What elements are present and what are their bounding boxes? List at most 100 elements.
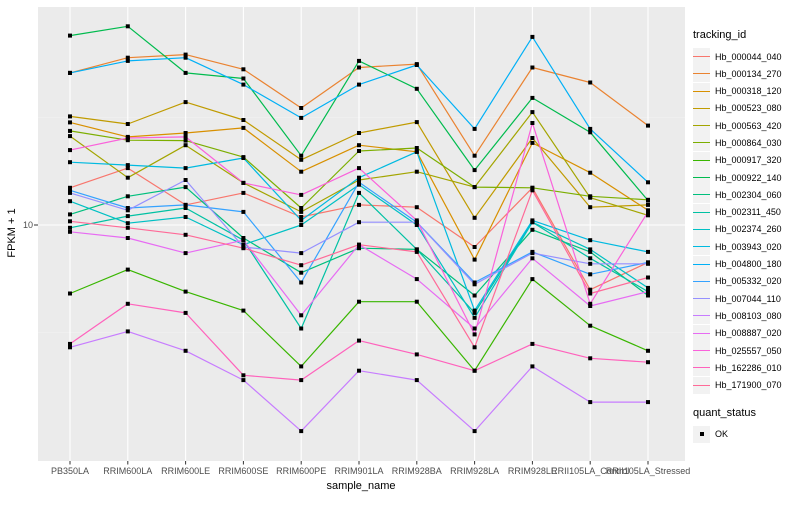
legend-line-key-icon [693, 342, 710, 360]
data-point-square [357, 338, 361, 343]
data-point-square [241, 246, 246, 251]
legend-entry-label: Hb_000917_320 [715, 155, 782, 166]
data-point-square [183, 289, 188, 294]
data-point-square [68, 114, 72, 119]
data-point-square [241, 76, 246, 81]
data-point-square [472, 310, 477, 315]
data-point-square [299, 429, 304, 434]
data-point-square [357, 190, 361, 195]
legend-line-key-icon [693, 307, 710, 325]
legend-title-quant-status: quant_status [693, 406, 756, 419]
data-point-square [241, 236, 246, 240]
legend-line-key-icon [693, 203, 710, 221]
data-point-square [646, 202, 650, 207]
x-tick-label: RRII105LA_Stressed [606, 466, 691, 476]
legend-entry: Hb_025557_050 [693, 342, 799, 360]
data-point-square [357, 166, 361, 171]
data-point-square [241, 82, 246, 87]
legend-title-tracking-id: tracking_id [693, 29, 747, 41]
legend-line-key-icon [693, 238, 710, 256]
x-tick-labels: PB350LA RRIM600LA RRIM600LE RRIM600SE RRIM60… [51, 466, 690, 476]
legend-panel: tracking_id Hb_000044_040 Hb_000134_270 Hb… [693, 28, 799, 443]
data-point-square [68, 225, 72, 230]
data-point-square [241, 238, 246, 243]
legend-entry-label: Hb_000864_030 [715, 137, 782, 148]
legend-entry-label: Hb_005332_020 [715, 276, 782, 287]
x-tick-label: RRII105LA_Control [551, 466, 629, 476]
legend-entry: Hb_000044_040 [693, 48, 799, 65]
legend-entry-label: Hb_000523_080 [715, 103, 782, 114]
data-point-square [588, 291, 593, 296]
data-point-square [183, 55, 188, 60]
data-point-square [357, 368, 361, 373]
data-point-square [183, 134, 188, 139]
data-point-square [299, 223, 304, 227]
legend-entry: Hb_000917_320 [693, 151, 799, 169]
legend-entry: Hb_005332_020 [693, 272, 799, 290]
data-point-square [125, 166, 130, 171]
plot-panel [38, 7, 685, 461]
data-point-square [530, 277, 535, 282]
data-point-square [125, 221, 130, 226]
data-point-square [646, 213, 650, 218]
data-point-square [183, 143, 188, 148]
data-point-square [125, 24, 130, 29]
data-point-square [241, 373, 246, 378]
legend-line-key-icon [693, 376, 710, 394]
data-point-square [299, 115, 304, 120]
x-tick-label: RRIM600SE [218, 466, 268, 476]
legend-line-key-icon [693, 186, 710, 204]
data-point-square [646, 285, 650, 290]
legend-line-key-icon [693, 99, 710, 117]
data-point-square [183, 232, 188, 237]
data-point-square [530, 95, 535, 100]
data-point-square [472, 168, 477, 173]
data-point-square [357, 178, 361, 182]
data-point-square [530, 251, 535, 256]
data-point-square [299, 251, 304, 256]
data-point-square [646, 261, 650, 266]
data-point-square [588, 170, 593, 175]
data-point-square [299, 209, 304, 214]
data-point-square [299, 206, 304, 210]
data-point-square [125, 58, 130, 63]
data-point-square [357, 202, 361, 207]
data-point-square [357, 131, 361, 135]
data-point-square [299, 364, 304, 369]
data-point-square [530, 136, 535, 140]
data-point-square [125, 136, 130, 140]
data-point-square [183, 251, 188, 256]
legend-entry: Hb_171900_070 [693, 376, 799, 394]
x-tick-label: RRIM600PE [276, 466, 326, 476]
data-point-square [414, 63, 419, 67]
data-point-square [357, 182, 361, 187]
data-point-square [125, 329, 130, 334]
legend-entry-ok: OK [693, 425, 799, 443]
legend-entry-label: Hb_000044_040 [715, 51, 782, 62]
data-point-square [646, 400, 650, 405]
data-point-square [646, 123, 650, 128]
data-point-square [241, 180, 246, 185]
legend-entry-label: Hb_002374_260 [715, 224, 782, 235]
legend-entry: Hb_004800_180 [693, 255, 799, 273]
data-point-square [588, 247, 593, 252]
data-point-square [414, 299, 419, 304]
data-point-square [68, 212, 72, 217]
data-point-square [646, 360, 650, 365]
legend-entry: Hb_000563_420 [693, 117, 799, 135]
data-point-square [241, 118, 246, 122]
legend-entry-label: Hb_000922_140 [715, 172, 782, 183]
data-points [68, 24, 650, 434]
data-point-square [68, 134, 72, 139]
legend-line-key-icon [693, 290, 710, 308]
data-point-square [241, 156, 246, 160]
data-point-square [530, 34, 535, 39]
data-point-square [299, 263, 304, 268]
data-point-square [530, 185, 535, 190]
data-point-square [414, 249, 419, 254]
data-point-square [299, 218, 304, 223]
data-point-square [68, 341, 72, 346]
data-point-square [472, 332, 477, 337]
data-point-square [472, 215, 477, 220]
data-point-square [472, 245, 477, 249]
